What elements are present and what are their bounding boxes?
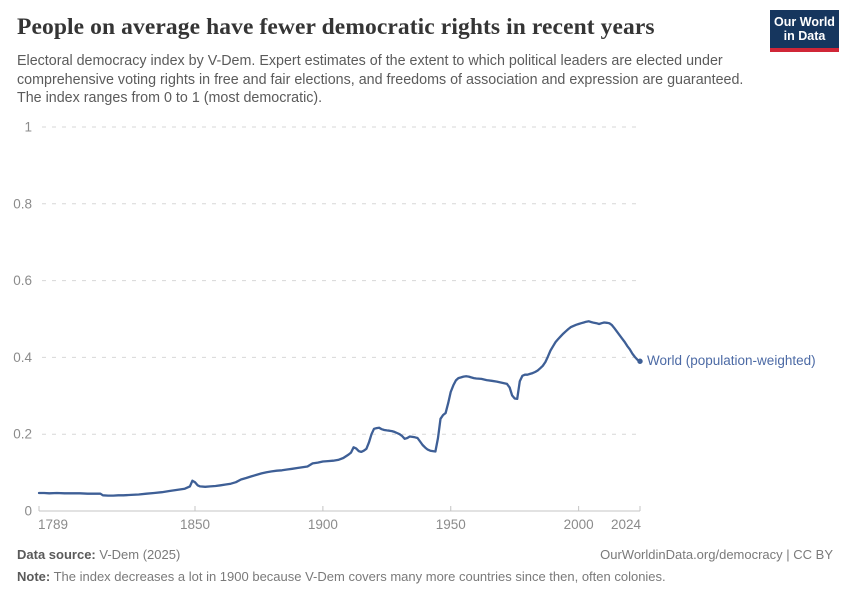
y-tick-label: 0.6 xyxy=(13,273,32,288)
y-tick-label: 1 xyxy=(24,120,32,135)
series-label[interactable]: World (population-weighted) xyxy=(647,353,816,369)
data-source: Data source: V-Dem (2025) xyxy=(17,547,180,562)
owid-logo-line1: Our World xyxy=(774,14,835,29)
series-end-dot xyxy=(637,358,643,364)
y-tick-label: 0.8 xyxy=(13,196,32,211)
x-tick-label: 1789 xyxy=(38,517,68,532)
chart-subtitle: Electoral democracy index by V-Dem. Expe… xyxy=(17,53,744,107)
y-tick-label: 0.2 xyxy=(13,427,32,442)
page-title: People on average have fewer democratic … xyxy=(17,14,655,40)
footer-note-value: The index decreases a lot in 1900 becaus… xyxy=(50,569,666,584)
x-tick-label: 1900 xyxy=(308,517,338,532)
footer-note-label: Note: xyxy=(17,569,51,584)
data-source-value: V-Dem (2025) xyxy=(95,547,181,562)
x-tick-label: 1850 xyxy=(180,517,210,532)
y-tick-label: 0.4 xyxy=(13,350,32,365)
footer-link[interactable]: OurWorldinData.org/democracy | CC BY xyxy=(600,547,833,562)
chart-footer: Data source: V-Dem (2025) OurWorldinData… xyxy=(17,547,833,584)
owid-logo[interactable]: Our World in Data xyxy=(770,10,839,52)
footer-note: Note: The index decreases a lot in 1900 … xyxy=(17,569,833,584)
y-tick-label: 0 xyxy=(24,504,32,519)
x-tick-label: 2000 xyxy=(564,517,594,532)
owid-logo-line2: in Data xyxy=(783,29,826,43)
x-tick-label: 1950 xyxy=(436,517,466,532)
x-tick-label: 2024 xyxy=(611,517,642,532)
data-source-label: Data source: xyxy=(17,547,96,562)
series-line xyxy=(37,320,642,497)
